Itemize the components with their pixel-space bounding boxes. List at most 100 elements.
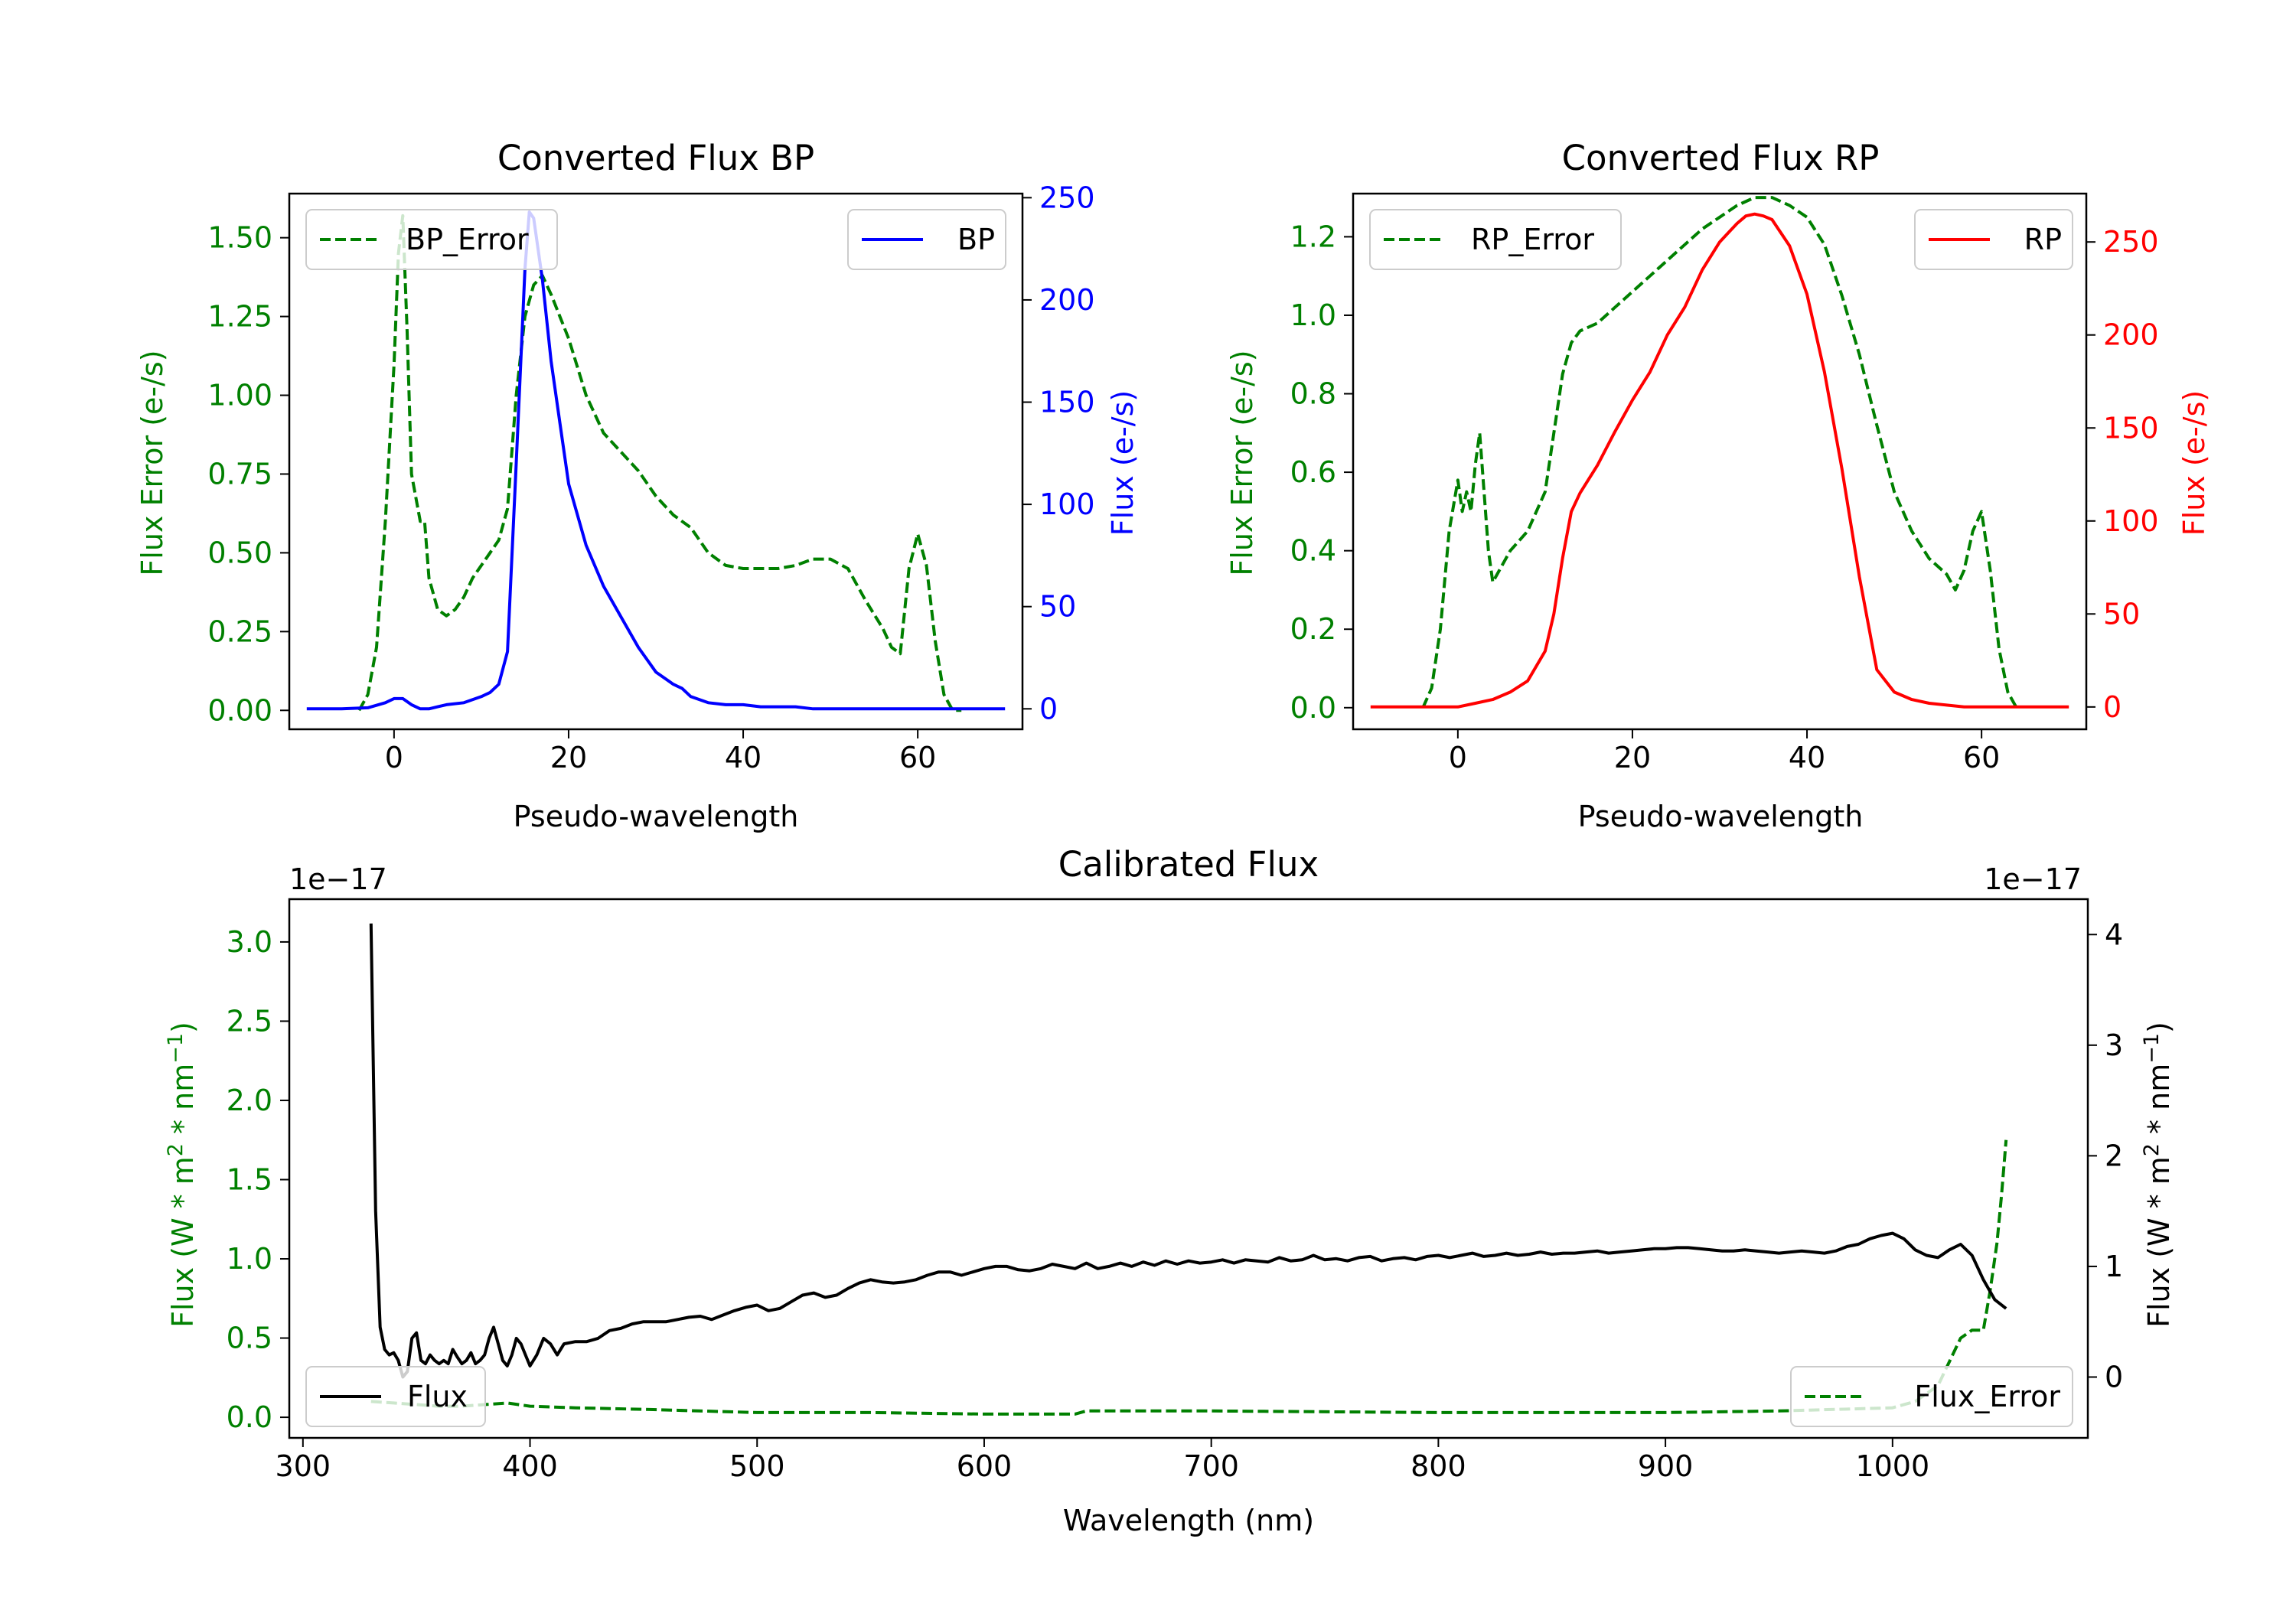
rp-right-tick-label: 100 — [2103, 504, 2159, 538]
rp-legend-error-label: RP_Error — [1471, 223, 1594, 256]
cal-legend-error: Flux_Error — [1790, 1366, 2073, 1427]
cal-left-axis-label: Flux (W * m2 * nm−1) — [164, 1022, 200, 1328]
rp-left-tick-label: 0.6 — [1290, 455, 1336, 489]
bp-left-tick-label: 0.50 — [207, 536, 272, 569]
cal-right-label-end: ) — [2142, 1022, 2176, 1033]
bp-right-tick-label: 250 — [1039, 181, 1095, 214]
cal-left-tick-label: 1.5 — [227, 1162, 272, 1196]
bp-left-tick-label: 0.00 — [207, 693, 272, 727]
cal-left-tick-label: 0.5 — [227, 1322, 272, 1355]
cal-right-label-mid: * nm — [2142, 1064, 2176, 1143]
bp-axes-frame — [288, 192, 1024, 731]
cal-right-tick-label: 3 — [2105, 1028, 2123, 1062]
cal-left-offset: 1e−17 — [289, 862, 387, 896]
bp-right-axis-label: Flux (e-/s) — [1106, 390, 1140, 536]
bp-title: Converted Flux BP — [497, 138, 814, 178]
cal-right-label-a: Flux (W * m — [2142, 1156, 2176, 1328]
rp-right-tick-label: 150 — [2103, 411, 2159, 445]
cal-right-offset: 1e−17 — [1984, 862, 2082, 896]
bp-error-line — [357, 214, 962, 712]
bp-left-axis-label: Flux Error (e-/s) — [135, 350, 169, 575]
cal-legend-error-label: Flux_Error — [1914, 1380, 2060, 1413]
rp-x-axis-label: Pseudo-wavelength — [1578, 800, 1864, 833]
bp-x-tick-label: 40 — [725, 741, 762, 774]
bp-legend-flux-label: BP — [957, 223, 995, 256]
cal-x-tick-label: 900 — [1638, 1449, 1694, 1483]
cal-x-tick-label: 400 — [502, 1449, 558, 1483]
rp-legend-flux: RP — [1914, 209, 2073, 270]
cal-left-label-a: Flux (W * m — [166, 1156, 200, 1328]
rp-axes-frame — [1352, 192, 2088, 731]
bp-legend-flux: BP — [847, 209, 1006, 270]
cal-right-label-sup-b: −1 — [2140, 1033, 2164, 1064]
cal-left-tick-label: 2.0 — [227, 1084, 272, 1117]
cal-x-tick-label: 700 — [1183, 1449, 1239, 1483]
rp-left-tick-label: 0.0 — [1290, 691, 1336, 725]
cal-x-tick-label: 1000 — [1855, 1449, 1929, 1483]
rp-left-tick-label: 1.2 — [1290, 220, 1336, 253]
cal-left-tick-label: 2.5 — [227, 1004, 272, 1038]
cal-left-tick-label: 3.0 — [227, 925, 272, 959]
cal-left-tick-label: 1.0 — [227, 1242, 272, 1276]
bp-legend-error-label: BP_Error — [406, 223, 529, 256]
rp-x-tick-label: 60 — [1963, 741, 2000, 774]
bp-x-tick-label: 0 — [385, 741, 403, 774]
cal-right-tick-label: 0 — [2105, 1360, 2123, 1393]
cal-left-label-sup-a: 2 — [164, 1143, 188, 1156]
rp-right-axis-label: Flux (e-/s) — [2177, 390, 2211, 536]
cal-left-label-sup-b: −1 — [164, 1033, 188, 1064]
bp-right-tick-label: 150 — [1039, 386, 1095, 419]
bp-left-tick-label: 0.75 — [207, 457, 272, 491]
rp-right-tick-label: 250 — [2103, 225, 2159, 259]
rp-left-axis-label: Flux Error (e-/s) — [1225, 350, 1259, 575]
cal-right-tick-label: 4 — [2105, 918, 2123, 951]
rp-right-tick-label: 200 — [2103, 318, 2159, 352]
bp-plot: 0 20 40 60 0.00 0.25 0.50 0.75 1.00 1.25 1.50 0 50 10… — [207, 181, 1094, 774]
cal-right-tick-label: 1 — [2105, 1250, 2123, 1283]
cal-legend-flux-label: Flux — [407, 1380, 468, 1413]
cal-plot: 300 400 500 600 700 800 900 1000 0.0 0.5 1.0 1.5 2.0… — [227, 898, 2123, 1483]
rp-legend-flux-label: RP — [2024, 223, 2062, 256]
rp-x-tick-label: 20 — [1614, 741, 1651, 774]
bp-legend-error: BP_Error — [305, 209, 558, 270]
cal-legend-flux: Flux — [305, 1366, 486, 1427]
rp-x-tick-label: 0 — [1449, 741, 1467, 774]
rp-left-tick-label: 1.0 — [1290, 298, 1336, 332]
cal-left-label-mid: * nm — [166, 1064, 200, 1143]
cal-left-label-end: ) — [166, 1022, 200, 1033]
cal-x-axis-label: Wavelength (nm) — [1063, 1504, 1314, 1537]
bp-x-tick-label: 20 — [550, 741, 587, 774]
cal-title: Calibrated Flux — [1058, 844, 1319, 885]
bp-flux-line — [306, 210, 1006, 711]
rp-left-tick-label: 0.8 — [1290, 377, 1336, 411]
bp-x-tick-label: 60 — [899, 741, 936, 774]
cal-right-label-sup-a: 2 — [2140, 1143, 2164, 1156]
cal-axes-frame — [288, 898, 2089, 1439]
cal-x-tick-label: 500 — [729, 1449, 785, 1483]
rp-right-tick-label: 0 — [2103, 690, 2122, 724]
bp-x-axis-label: Pseudo-wavelength — [514, 800, 799, 833]
bp-left-tick-label: 0.25 — [207, 614, 272, 648]
rp-right-tick-label: 50 — [2103, 597, 2140, 631]
rp-title: Converted Flux RP — [1562, 138, 1880, 178]
cal-right-tick-label: 2 — [2105, 1139, 2123, 1172]
rp-flux-line — [1370, 212, 2069, 709]
panel-rp: Converted Flux RP 0 20 40 60 0.0 0.2 0.4 0.6 0.8… — [1225, 138, 2211, 833]
rp-left-tick-label: 0.2 — [1290, 612, 1336, 646]
bp-left-tick-label: 1.25 — [207, 300, 272, 334]
bp-left-tick-label: 1.50 — [207, 221, 272, 255]
bp-right-tick-label: 200 — [1039, 283, 1095, 317]
panel-calibrated: Calibrated Flux 1e−17 1e−17 300 400 500 600… — [164, 844, 2176, 1537]
cal-flux-line — [369, 923, 2007, 1379]
rp-error-line — [1421, 196, 2018, 709]
cal-x-tick-label: 300 — [276, 1449, 331, 1483]
bp-left-tick-label: 1.00 — [207, 379, 272, 412]
bp-right-tick-label: 50 — [1039, 590, 1076, 624]
rp-legend-error: RP_Error — [1369, 209, 1622, 270]
cal-x-tick-label: 800 — [1411, 1449, 1466, 1483]
rp-plot: 0 20 40 60 0.0 0.2 0.4 0.6 0.8 1.0 1.2 0 50 100 150 200… — [1290, 192, 2159, 774]
rp-left-tick-label: 0.4 — [1290, 534, 1336, 568]
rp-x-tick-label: 40 — [1789, 741, 1825, 774]
cal-x-tick-label: 600 — [957, 1449, 1013, 1483]
